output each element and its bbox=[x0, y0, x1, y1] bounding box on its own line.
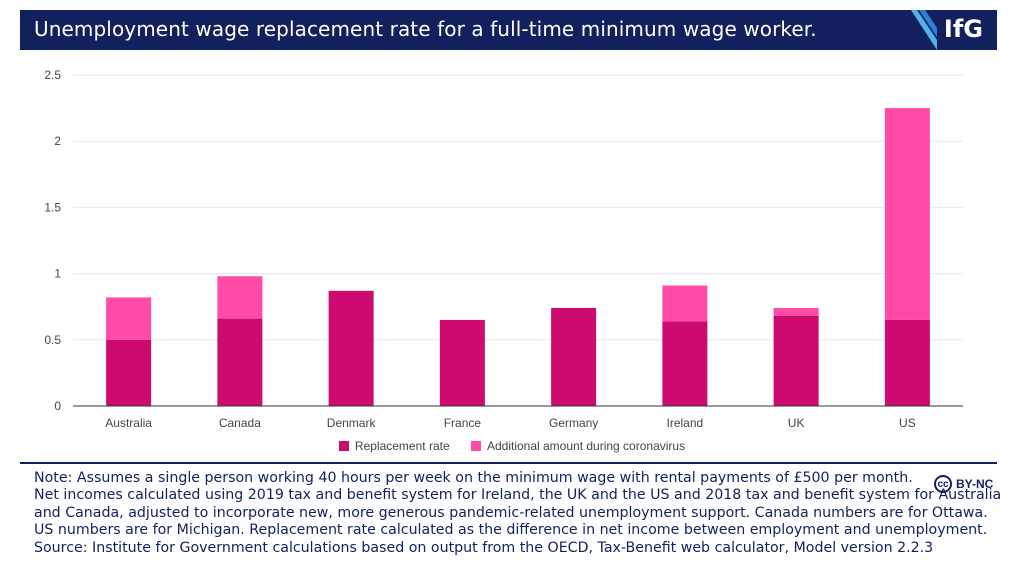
x-tick-label: US bbox=[899, 416, 916, 430]
chart-note: Note: Assumes a single person working 40… bbox=[34, 470, 1002, 557]
y-tick-label: 1.5 bbox=[44, 200, 61, 214]
x-tick-label: UK bbox=[788, 416, 805, 430]
legend-item-additional-amount: Additional amount during coronavirus bbox=[470, 439, 686, 453]
note-line: Source: Institute for Government calcula… bbox=[34, 539, 934, 556]
bar-replacement-rate bbox=[662, 321, 708, 406]
bar-replacement-rate bbox=[773, 315, 819, 406]
x-tick-label: Australia bbox=[105, 416, 152, 430]
chart-header: Unemployment wage replacement rate for a… bbox=[20, 10, 997, 50]
bar-additional-amount bbox=[662, 285, 708, 322]
license-label: BY-NC bbox=[956, 477, 994, 491]
note-line: Note: Assumes a single person working 40… bbox=[34, 470, 913, 486]
bar-replacement-rate bbox=[106, 339, 152, 406]
bar-replacement-rate bbox=[328, 290, 374, 406]
note-line: Net incomes calculated using 2019 tax an… bbox=[34, 487, 1002, 504]
y-tick-label: 2.5 bbox=[44, 68, 61, 82]
y-tick-label: 2 bbox=[54, 134, 61, 148]
bar-replacement-rate bbox=[217, 318, 263, 406]
y-tick-label: 0 bbox=[54, 399, 61, 413]
note-line: and Canada, adjusted to incorporate new,… bbox=[34, 504, 988, 521]
bar-additional-amount bbox=[773, 308, 819, 316]
note-line: US numbers are for Michigan. Replacement… bbox=[34, 522, 988, 539]
legend-label-replacement-rate: Replacement rate bbox=[354, 439, 450, 453]
chart-title: Unemployment wage replacement rate for a… bbox=[34, 17, 817, 41]
bar-chart: 0 0.5 1 1.5 2 2.5 Australia Canada Denmark France… bbox=[44, 68, 963, 430]
ifg-logo: IfG bbox=[943, 15, 983, 43]
x-tick-label: Germany bbox=[549, 416, 598, 430]
bar-replacement-rate bbox=[884, 319, 930, 406]
footer-divider bbox=[20, 462, 997, 464]
legend-swatch-additional-amount bbox=[470, 441, 481, 451]
bar-additional-amount bbox=[217, 276, 263, 319]
creative-commons-icon: cc bbox=[934, 475, 952, 493]
bar-additional-amount bbox=[884, 108, 930, 320]
x-tick-label: Canada bbox=[219, 416, 261, 430]
legend-item-replacement-rate: Replacement rate bbox=[338, 439, 450, 453]
chart-legend: Replacement rate Additional amount durin… bbox=[0, 439, 1024, 454]
bar-replacement-rate bbox=[439, 319, 485, 406]
y-tick-label: 0.5 bbox=[44, 333, 61, 347]
legend-label-additional-amount: Additional amount during coronavirus bbox=[486, 439, 686, 453]
bar-replacement-rate bbox=[551, 308, 597, 406]
legend-swatch-replacement-rate bbox=[338, 441, 349, 451]
x-tick-label: Ireland bbox=[667, 416, 704, 430]
license-badge: cc BY-NC bbox=[934, 475, 993, 493]
bar-additional-amount bbox=[106, 297, 152, 340]
y-tick-label: 1 bbox=[54, 267, 61, 281]
x-tick-label: Denmark bbox=[327, 416, 377, 430]
logo-stripes-icon bbox=[911, 10, 937, 50]
x-tick-label: France bbox=[444, 416, 482, 430]
